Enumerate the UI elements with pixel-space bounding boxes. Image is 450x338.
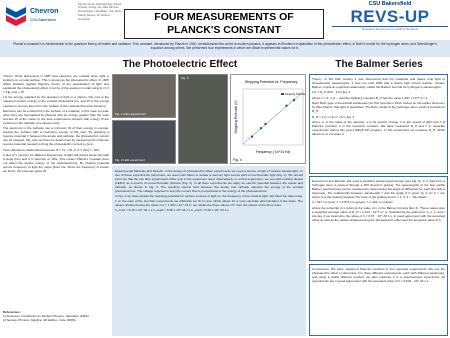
logo-sub: Research Experience for Visiting Student… <box>332 26 448 31</box>
plot-area <box>242 88 304 146</box>
paragraph: R_H = 2 π² m k² e⁴ / h³ c Eq. 3 <box>312 114 355 119</box>
caption: Fig. 4 <box>233 158 242 162</box>
data-point <box>259 127 263 130</box>
paragraph: h_exp1 = 6.49 x 10^-34 J·s h_exp2 = 6.58… <box>115 207 229 212</box>
x-axis-label: Frequency (·10^14 Hz) <box>256 150 291 154</box>
paragraph: Theory: In the 19th century it was disco… <box>312 77 445 90</box>
caption: Fig. 3 <box>181 76 189 80</box>
y-axis-label: Stopping Potential (V) <box>234 101 238 134</box>
legend-swatch <box>281 93 284 95</box>
paragraph: Experimental Methods and Results: In the… <box>115 169 303 194</box>
paragraph: Electrons can be emitted from the surfac… <box>3 108 109 125</box>
fig4-chart: Fig. 4 Stopping Potential vs. Frequency F… <box>230 74 306 164</box>
paragraph: where n = 3, 4, 5 ... and the Rydberg co… <box>312 95 429 100</box>
intro: Planck's constant h is fundamental to th… <box>0 40 450 57</box>
title-line: FOUR MEASUREMENTS OF <box>154 11 294 23</box>
reference: 2) Serway, Physics: Algebra, 4th Edition… <box>3 318 76 323</box>
paragraph: f is the energy supplied by the quantum … <box>3 95 109 108</box>
chevron-mark <box>6 7 26 26</box>
reference: 1) Anderson, Introduction to Modern Phys… <box>3 314 89 319</box>
section-title: The Balmer Series <box>335 59 423 70</box>
paragraph: λ = 647 nm (red), λ = 475.5 nm (green), … <box>312 200 393 205</box>
data-point <box>250 135 254 138</box>
references: References: 1) Anderson, Introduction to… <box>3 310 109 336</box>
data-point <box>292 99 296 102</box>
paragraph: Niels Bohr gave a theoretical explanatio… <box>312 101 445 114</box>
header <box>0 0 450 40</box>
conclusions: Conclusions: We have measured Planck's c… <box>309 264 448 336</box>
author-block: Physics Group: Michelle Piper, Daniel Or… <box>78 3 122 39</box>
balmer-theory: Theory: In the 19th century it was disco… <box>309 74 448 174</box>
plot-title: Stopping Potential vs. Frequency <box>245 80 298 84</box>
caption: Fig. 2 LED experiment <box>115 158 145 162</box>
paragraph: Thus, Einstein's relationship becomes hf… <box>3 147 100 152</box>
authors: Physics Group: Michelle Piper, Daniel Or… <box>78 3 122 13</box>
paragraph: In Fig. 4 we have plotted the stopping p… <box>115 194 303 207</box>
balmer-results: Experiment and Results: We used a standa… <box>309 176 448 261</box>
paragraph: A plot of V versus f for different frequ… <box>3 153 109 174</box>
chevron-logo <box>3 3 29 29</box>
advisor: Faculty Advisor: Dr. Andrew Grossman <box>78 14 110 21</box>
paragraph: The electrons in the cathode use a minim… <box>3 126 109 147</box>
pe-theory: Theory: Hertz discovered in 1887 that el… <box>3 74 109 284</box>
logo-main: REVS-UP <box>350 7 430 26</box>
plot: Fig. 4 Stopping Potential vs. Frequency F… <box>233 80 306 162</box>
chevron-name: Chevron <box>30 8 59 15</box>
data-point <box>285 104 288 107</box>
paragraph: where m is the mass of the electron, e i… <box>312 120 445 137</box>
logo-top: CSU Bakersfield <box>368 1 412 7</box>
legend-label: Stopping Potential <box>285 92 306 96</box>
paragraph: Experiment and Results: We used a standa… <box>312 179 445 200</box>
paragraph: Theory: Hertz discovered in 1887 that el… <box>3 74 109 95</box>
fig2-photo: Fig. 2 LED experiment <box>112 120 176 164</box>
title-line: PLANCK'S CONSTANT <box>167 24 281 36</box>
revsup-logo: CSU Bakersfield REVS-UP Research Experie… <box>332 1 448 38</box>
data-point <box>264 122 267 126</box>
caption: Fig. 1 Filter Experiment <box>115 112 147 116</box>
methods: Experimental Methods and Results: In the… <box>112 166 306 336</box>
csub-name: CSU Bakersfield <box>30 18 56 22</box>
paragraph: where the subscript of λ refers to the v… <box>312 205 445 222</box>
references-title: References: <box>3 310 21 314</box>
paragraph: 1/λ = R_H (1/2² - 1/n²) Eq. 2 <box>312 90 351 95</box>
fig3-photo: Fig. 3 <box>178 74 228 164</box>
fig1-photo: Fig. 1 Filter Experiment <box>112 74 176 118</box>
section-title: The Photoelectric Effect <box>122 59 238 70</box>
title-box: FOUR MEASUREMENTS OF PLANCK'S CONSTANT <box>124 9 324 39</box>
